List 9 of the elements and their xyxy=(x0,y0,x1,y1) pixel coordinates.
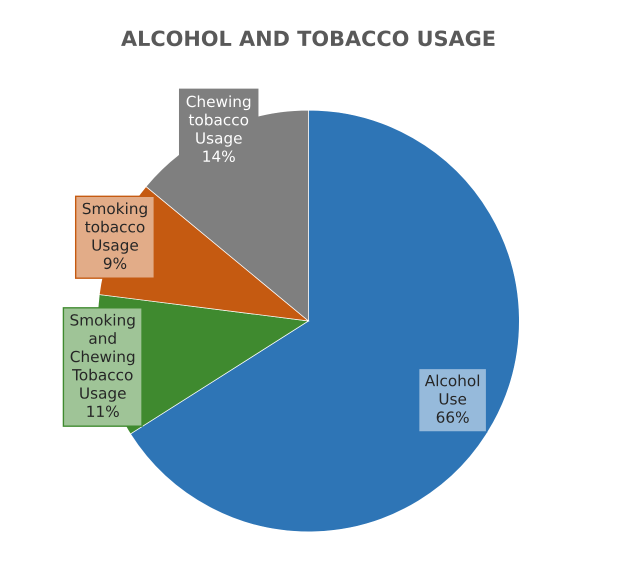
chart-title: ALCOHOL AND TOBACCO USAGE xyxy=(121,30,494,46)
data-label: 11% xyxy=(87,406,119,418)
slice-label: Smoking and Chewing Tobacco Usage xyxy=(70,314,135,402)
slice-label: Smoking tobacco Usage xyxy=(82,202,147,254)
slice-label: Alcohol Use xyxy=(424,374,480,405)
data-label: 66% xyxy=(436,411,469,423)
data-label: 14% xyxy=(203,150,235,162)
slice-label: Chewing tobacco Usage xyxy=(186,95,250,147)
data-label: 9% xyxy=(104,258,126,270)
